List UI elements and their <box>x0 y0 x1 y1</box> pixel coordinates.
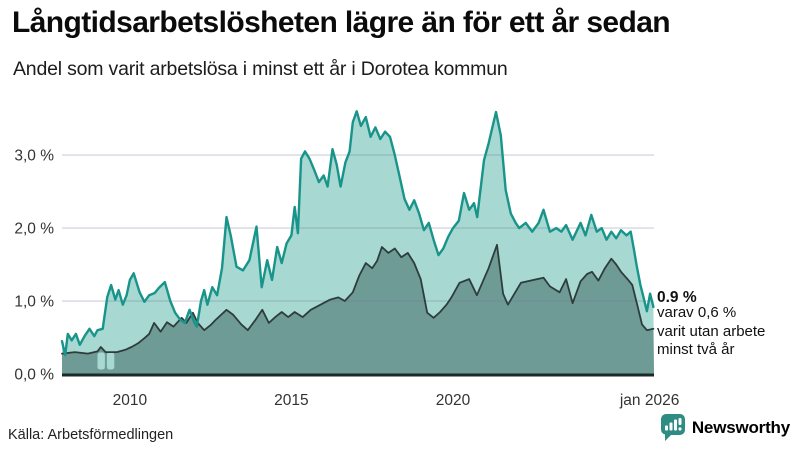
y-tick-label: 1,0 % <box>14 294 54 311</box>
x-tick-label: 2020 <box>436 392 471 409</box>
annotation-line-1: varav 0,6 % <box>657 304 737 321</box>
line-minst-tva-ar <box>61 243 655 355</box>
newsworthy-wordmark: Newsworthy <box>691 418 790 437</box>
line-minst-ett-ar <box>60 110 655 357</box>
annotation-line-3: minst två år <box>657 341 735 358</box>
x-tick-label: 2010 <box>113 392 148 409</box>
source-note: Källa: Arbetsförmedlingen <box>8 427 174 443</box>
y-tick-label: 2,0 % <box>14 221 54 238</box>
chart-subtitle: Andel som varit arbetslösa i minst ett å… <box>13 58 508 80</box>
y-tick-label: 0,0 % <box>14 367 54 384</box>
x-tick-label: 2015 <box>274 392 308 409</box>
annotation-line-2: varit utan arbete <box>657 322 766 340</box>
page-title: Långtidsarbetslösheten lägre än för ett … <box>12 6 671 39</box>
dark-fill-gap <box>106 352 115 370</box>
dark-fill-gap <box>97 352 105 370</box>
end-value-label: 0.9 % <box>657 289 697 306</box>
newsworthy-logo: Newsworthy <box>660 414 790 442</box>
newsworthy-chart-bubble-icon <box>660 414 685 441</box>
y-tick-label: 3,0 % <box>14 148 54 165</box>
end-value-annotation: 0.9 % varav 0,6 % varit utan arbete mins… <box>657 289 797 360</box>
area-minst-tva-ar <box>62 244 654 374</box>
x-tick-label: jan 2026 <box>619 392 679 409</box>
